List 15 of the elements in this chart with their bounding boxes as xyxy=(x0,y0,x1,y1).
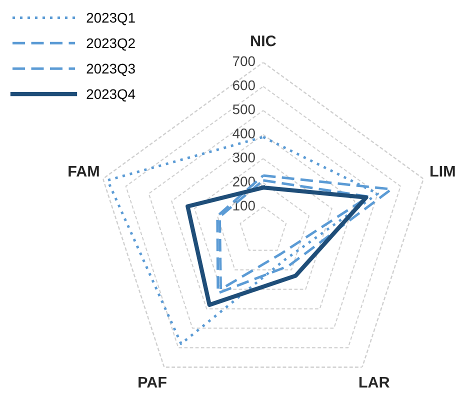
y-tick-label: 700 xyxy=(233,56,255,66)
legend-label: 2023Q2 xyxy=(86,38,135,51)
spoke-label: LAR xyxy=(359,376,390,388)
legend-label: 2023Q3 xyxy=(86,64,135,76)
spoke-label: LIM xyxy=(430,166,455,177)
spoke-label: NIC xyxy=(251,35,276,46)
y-tick-label: 300 xyxy=(232,152,255,162)
spoke-label: FAM xyxy=(68,166,99,177)
y-tick-label: 500 xyxy=(232,104,255,114)
y-tick-label: 400 xyxy=(232,128,255,138)
legend-label: 2023Q4 xyxy=(86,89,136,102)
legend-label: 2023Q1 xyxy=(86,12,135,26)
y-tick-label: 100 xyxy=(233,200,255,211)
spoke-label: PAF xyxy=(138,376,166,388)
y-tick-label: 600 xyxy=(233,80,255,90)
